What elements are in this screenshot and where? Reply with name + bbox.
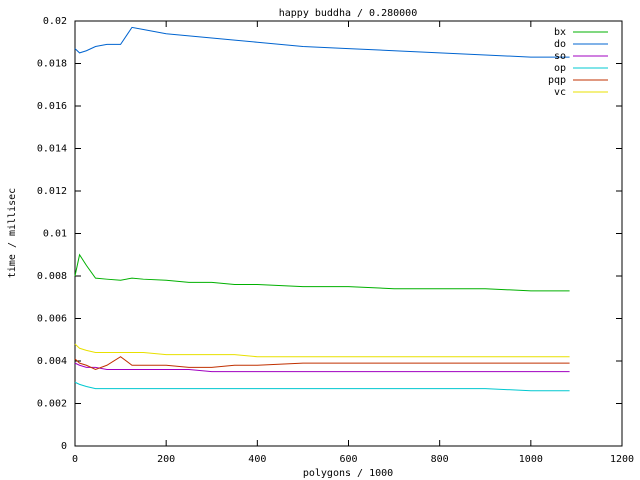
series-line [74,26,570,58]
legend-label: bx [554,27,566,38]
y-tick-label: 0.018 [37,59,67,70]
chart-title: happy buddha / 0.280000 [279,8,417,19]
x-tick-label: 200 [157,454,175,465]
y-tick-label: 0.008 [37,271,67,282]
legend-label: vc [554,87,566,98]
series-line [74,343,570,358]
legend-label: do [554,39,566,50]
y-tick-label: 0.006 [37,314,67,325]
series-line [74,356,570,371]
y-tick-label: 0.01 [43,229,67,240]
y-tick-label: 0.002 [37,399,67,410]
y-tick-label: 0.02 [43,16,67,27]
legend-label: op [554,63,566,74]
x-tick-label: 1200 [610,454,634,465]
series-line [74,381,570,392]
series-line [74,253,570,292]
y-axis-label: time / millisec [7,188,18,278]
x-axis-label: polygons / 1000 [303,468,393,479]
series-line [74,362,570,373]
y-tick-label: 0 [61,441,67,452]
x-tick-label: 400 [248,454,266,465]
legend-label: so [554,51,566,62]
x-tick-label: 600 [339,454,357,465]
y-tick-label: 0.012 [37,186,67,197]
legend-label: pqp [548,75,566,86]
x-tick-label: 1000 [519,454,543,465]
y-tick-label: 0.016 [37,101,67,112]
y-tick-label: 0.014 [37,144,67,155]
x-tick-label: 0 [72,454,78,465]
y-tick-label: 0.004 [37,356,67,367]
x-tick-label: 800 [431,454,449,465]
